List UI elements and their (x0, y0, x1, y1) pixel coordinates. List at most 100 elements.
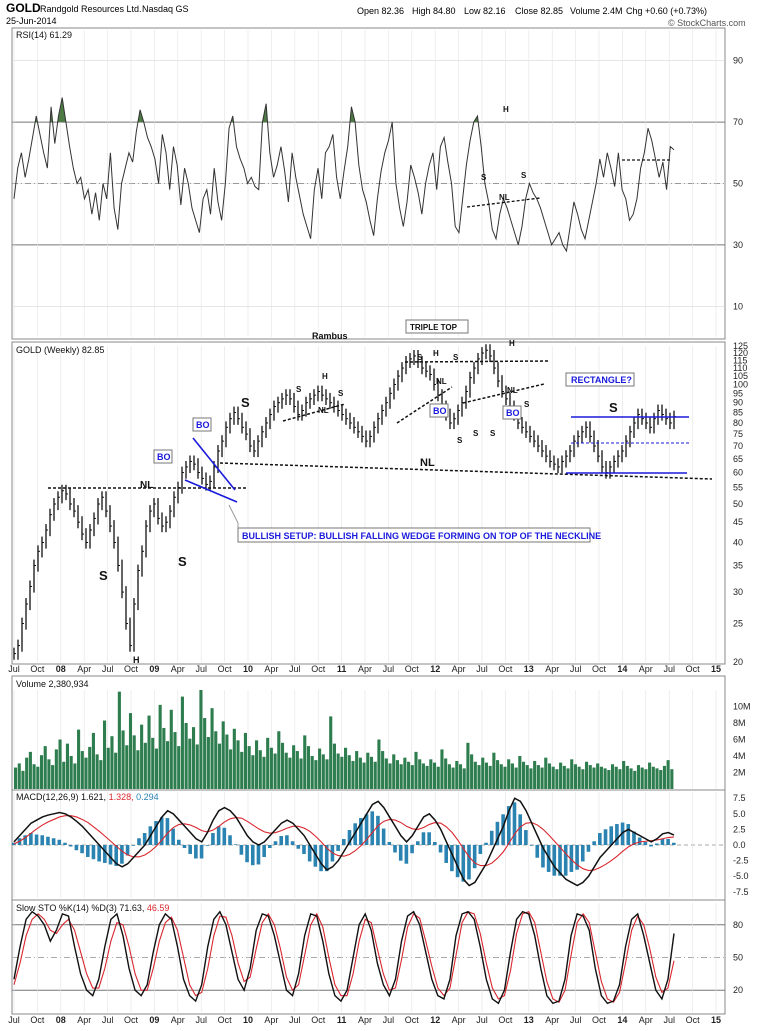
volume-bar (25, 757, 29, 789)
x-axis-label: Oct (218, 1015, 233, 1025)
volume-bar (14, 767, 18, 789)
volume-bar (662, 765, 666, 789)
x-axis-label: Jul (570, 664, 582, 674)
s-label-11: S (490, 429, 496, 438)
volume-bar (366, 752, 370, 789)
macd-histogram-bar (387, 842, 392, 845)
price-tick-label: 20 (733, 657, 743, 667)
macd-histogram-bar (273, 841, 278, 845)
volume-legend: Volume 2,380,934 (16, 679, 89, 689)
volume-bar (529, 768, 533, 789)
rectangle-label: RECTANGLE? (571, 375, 632, 385)
x-axis-label: 15 (711, 1015, 721, 1025)
macd-histogram-bar (518, 814, 522, 845)
price-tick-label: 115 (733, 355, 747, 365)
volume-bar (17, 763, 21, 789)
volume-bar (251, 755, 255, 789)
rsi-tick-label: 50 (733, 179, 743, 189)
volume-bar (610, 764, 615, 789)
macd-histogram-bar (233, 844, 238, 845)
volume-bar (377, 739, 381, 789)
macd-histogram-bar (34, 834, 39, 845)
macd-histogram-bar (285, 835, 289, 845)
volume-bar (395, 760, 400, 789)
volume-bar (573, 764, 577, 789)
volume-bar (373, 761, 377, 789)
volume-bar (303, 735, 307, 789)
macd-tick-label: -7.5 (733, 887, 749, 897)
macd-histogram-bar (199, 845, 204, 859)
x-axis-label: Oct (311, 1015, 326, 1025)
volume-bar (243, 732, 247, 789)
macd-tick-label: -2.5 (733, 856, 749, 866)
h-label-2: H (322, 372, 328, 381)
volume-bar (214, 731, 218, 789)
s-label-7: S (417, 353, 423, 362)
volume-bar (154, 748, 159, 789)
macd-histogram-bar (23, 835, 27, 845)
macd-histogram-bar (575, 845, 579, 870)
macd-tick-label: 2.5 (733, 824, 746, 834)
volume-bar (177, 746, 181, 789)
macd-histogram-bar (108, 845, 113, 865)
macd-histogram-bar (342, 839, 346, 845)
volume-bar (32, 764, 36, 789)
volume-bar (633, 770, 637, 789)
annotation-lines (48, 360, 713, 528)
macd-histogram-bar (194, 845, 198, 859)
macd-histogram-bar (216, 826, 221, 845)
macd-histogram-bar (12, 842, 16, 845)
x-axis-label: Oct (686, 1015, 701, 1025)
rsi-s-label-2: S (521, 171, 527, 180)
macd-histogram-bar (205, 845, 210, 846)
macd-histogram-bar (74, 845, 79, 851)
volume-bar (117, 691, 121, 789)
volume-bar (203, 718, 207, 789)
macd-histogram-bar (381, 828, 386, 845)
volume-bar (314, 760, 318, 789)
volume-bar (581, 769, 585, 789)
wedge-lower (184, 479, 238, 503)
rsi-tick-label: 90 (733, 56, 743, 66)
volume-bar (280, 742, 285, 789)
volume-bar (166, 741, 170, 789)
rsi-legend: RSI(14) 61.29 (16, 30, 72, 40)
x-axis-label: 11 (337, 1015, 347, 1025)
volume-bar (403, 757, 407, 789)
callout-leader (228, 504, 239, 528)
x-axis-label: Oct (498, 1015, 513, 1025)
macd-histogram-bar (177, 839, 181, 845)
volume-bar (329, 716, 333, 789)
macd-histogram-bar (603, 829, 608, 845)
volume-bar (544, 757, 548, 789)
macd-histogram-bar (120, 845, 124, 864)
price-tick-label: 45 (733, 517, 743, 527)
nl-label-5: NL (507, 386, 518, 395)
price-tick-label: 125 (733, 341, 748, 351)
volume-bar (240, 751, 244, 789)
x-axis-label: Jul (289, 664, 301, 674)
x-axis-label: 12 (430, 1015, 440, 1025)
volume-bar (432, 762, 437, 789)
volume-bar (84, 757, 88, 789)
macd-histogram-bar (370, 811, 375, 845)
volume-bar (644, 769, 648, 789)
volume-bar (636, 765, 641, 789)
volume-bar (262, 756, 266, 789)
x-axis-label: Oct (30, 664, 45, 674)
volume-bar (648, 762, 652, 789)
bo-box-3 (429, 403, 449, 418)
volume-bar (73, 763, 77, 789)
triple-top-line (404, 360, 551, 363)
macd-histogram-bar (444, 845, 449, 863)
macd-histogram-bar (529, 845, 534, 846)
s-label-5: S (296, 385, 302, 394)
volume-bar (477, 765, 481, 789)
volume-bar (429, 759, 433, 789)
volume-bar (180, 696, 184, 789)
open-value: Open 82.36 (357, 6, 404, 16)
volume-bar (77, 729, 81, 789)
macd-histogram-bar (91, 845, 96, 860)
rsi-nl-label: NL (499, 193, 510, 202)
volume-bar (562, 765, 566, 789)
